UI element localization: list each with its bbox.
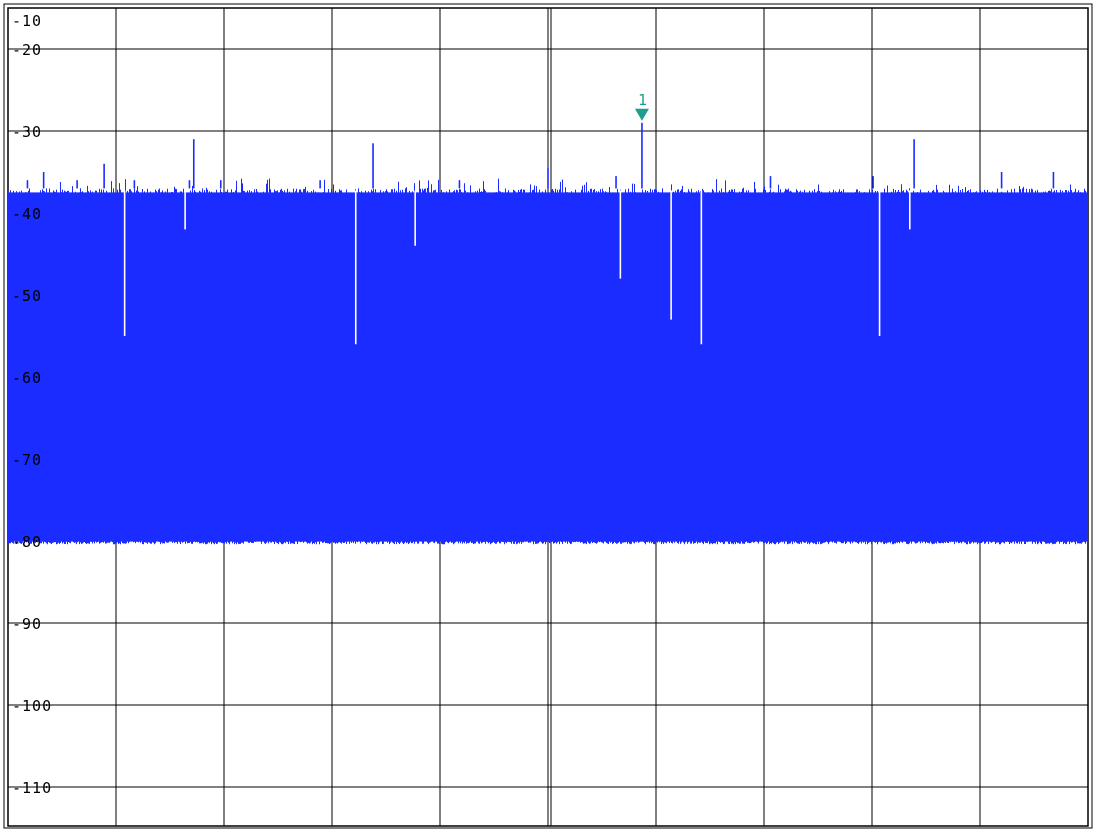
y-tick-label: -40 (12, 205, 42, 223)
y-tick-label: -110 (12, 779, 52, 797)
outer-frame (3, 3, 1093, 829)
y-tick-label: -100 (12, 697, 52, 715)
y-tick-label: -60 (12, 369, 42, 387)
y-tick-label: -70 (12, 451, 42, 469)
y-tick-label: -80 (12, 533, 42, 551)
y-tick-label: -30 (12, 123, 42, 141)
y-tick-label: -20 (12, 41, 42, 59)
trace-line (8, 178, 1088, 545)
y-tick-label: -10 (12, 12, 42, 30)
spectrum-trace (8, 122, 1088, 545)
marker-1[interactable]: 1 (634, 91, 649, 121)
y-tick-label: -90 (12, 615, 42, 633)
marker-triangle-icon[interactable] (634, 108, 649, 121)
y-axis-labels: -10 -20 -30 -40 -50 -60 -70 -80 -90 -100 -110 (12, 12, 52, 797)
marker-label: 1 (638, 91, 647, 109)
y-tick-label: -50 (12, 287, 42, 305)
